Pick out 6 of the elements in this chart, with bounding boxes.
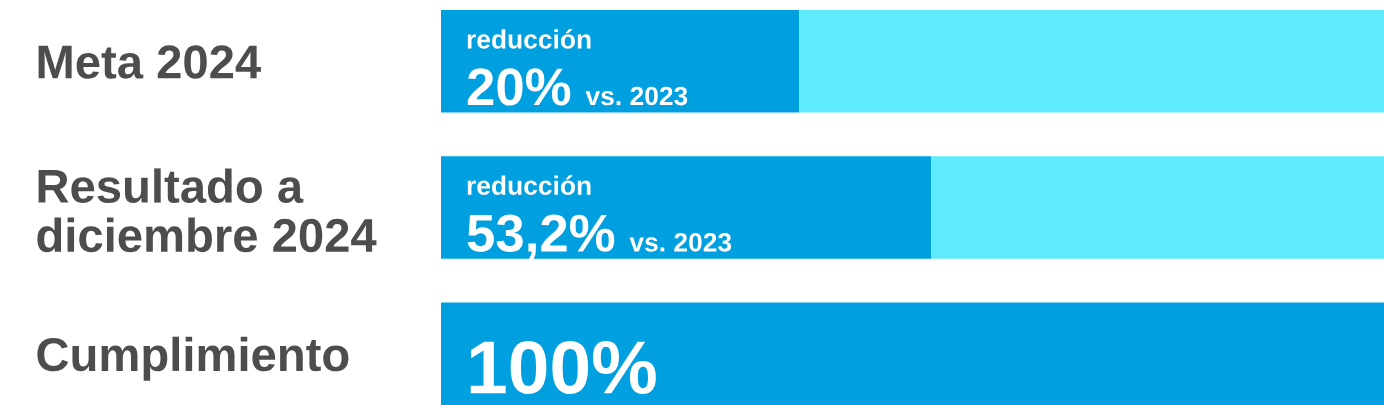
annotation: 100%: [470, 340, 656, 395]
y-tick-label: Resultado a diciembre 2024: [37, 168, 377, 253]
annotation: reducción 53,2% vs. 2023: [467, 175, 732, 260]
y-tick-label: Cumplimiento: [37, 336, 349, 381]
annotation: reducción 20% vs. 2023: [467, 29, 688, 106]
y-tick-label: Meta 2024: [38, 45, 261, 79]
